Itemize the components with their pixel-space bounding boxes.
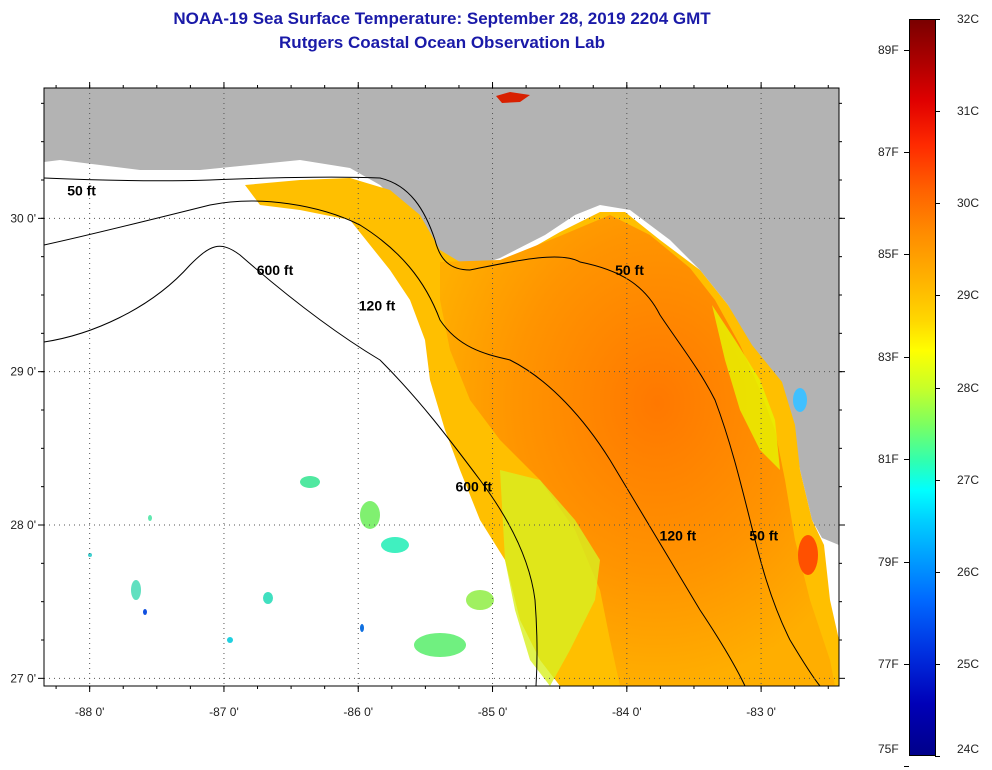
lon-tick-label: -87 0' (209, 705, 239, 719)
contour-label: 120 ft (660, 527, 697, 543)
fahrenheit-label: 83F (878, 349, 899, 364)
fahrenheit-label: 75F (878, 742, 899, 756)
celsius-tick (935, 111, 940, 113)
sst-warm-core (440, 215, 835, 686)
celsius-tick (935, 19, 940, 20)
fahrenheit-tick (904, 561, 909, 563)
lat-tick-label: 29 0' (10, 365, 36, 379)
fahrenheit-tick (904, 152, 909, 154)
map-frame (43, 87, 840, 687)
celsius-label: 25C (957, 656, 980, 671)
temperature-colorbar (909, 19, 936, 756)
fahrenheit-tick (904, 254, 909, 256)
contour-50ft-panhandle (44, 176, 471, 271)
celsius-tick (935, 571, 940, 573)
lon-tick-label: -84 0' (612, 705, 642, 719)
contour-label: 50 ft (749, 527, 778, 543)
celsius-label: 28C (957, 380, 980, 395)
contour-120ft (44, 200, 746, 686)
celsius-label: 29C (957, 288, 980, 303)
axis-tick-labels: -88 0' -87 0' -86 0' -85 0' -84 0' -83 0' 30 0… (10, 211, 776, 719)
celsius-tick (935, 756, 940, 757)
celsius-tick (935, 663, 940, 665)
fahrenheit-label: 85F (878, 247, 899, 262)
fahrenheit-label: 77F (878, 656, 899, 671)
sst-coastal-warm-spot (496, 92, 530, 103)
contour-label: 600 ft (257, 262, 294, 278)
map-title: NOAA-19 Sea Surface Temperature: Septemb… (173, 9, 711, 28)
celsius-label: 31C (957, 104, 980, 119)
contour-600ft (44, 245, 538, 686)
fahrenheit-tick (904, 663, 909, 665)
contour-label: 600 ft (455, 478, 492, 494)
celsius-label: 27C (957, 472, 980, 487)
lon-tick-label: -86 0' (343, 705, 373, 719)
fahrenheit-tick (904, 766, 909, 768)
lon-tick-label: -88 0' (75, 705, 105, 719)
fahrenheit-tick (904, 356, 909, 358)
lon-tick-label: -85 0' (478, 705, 508, 719)
fahrenheit-label: 89F (878, 42, 899, 57)
fahrenheit-label: 81F (878, 452, 899, 467)
celsius-tick (935, 295, 940, 297)
celsius-tick (935, 387, 940, 389)
celsius-label: 24C (957, 742, 980, 756)
celsius-tick (935, 203, 940, 205)
contour-labels: 50 ft 600 ft 120 ft 50 ft 600 ft 120 ft 50 ft (67, 182, 778, 543)
axis-ticks (38, 82, 845, 692)
fahrenheit-label: 87F (878, 145, 899, 160)
sst-cool-patch (500, 470, 600, 686)
land-florida (44, 88, 839, 545)
celsius-label: 26C (957, 564, 980, 579)
contour-50ft-peninsula (469, 256, 821, 686)
lon-tick-label: -83 0' (746, 705, 776, 719)
lat-tick-label: 30 0' (10, 211, 36, 225)
map-subtitle: Rutgers Coastal Ocean Observation Lab (279, 33, 605, 52)
fahrenheit-tick (904, 49, 909, 51)
celsius-label: 30C (957, 196, 980, 211)
lat-tick-label: 27 0' (10, 671, 36, 685)
sst-nearshore-yellow (712, 305, 780, 470)
contour-label: 50 ft (615, 262, 644, 278)
fahrenheit-tick (904, 459, 909, 461)
lat-tick-label: 28 0' (10, 518, 36, 532)
sst-scattered-cool-pixels (88, 388, 818, 657)
contour-label: 50 ft (67, 182, 96, 198)
celsius-tick (935, 479, 940, 481)
contour-label: 120 ft (359, 297, 396, 313)
celsius-label: 32C (957, 12, 980, 26)
fahrenheit-label: 79F (878, 554, 899, 569)
